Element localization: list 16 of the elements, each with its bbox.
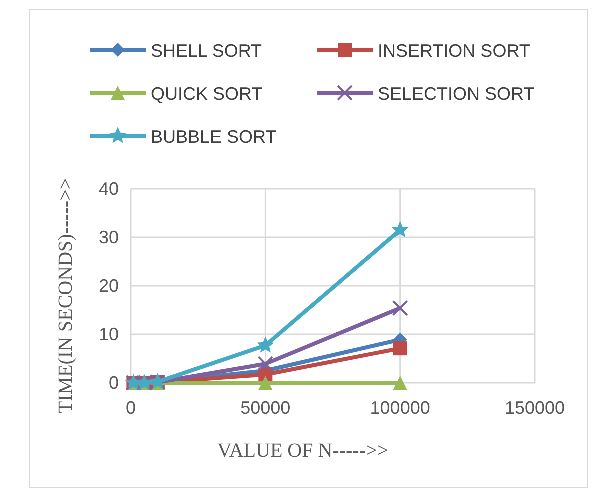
x-axis-title: VALUE OF N----->> [217,440,389,462]
x-tick-label: 0 [126,398,136,418]
legend-label: INSERTION SORT [378,41,530,61]
legend-label: SELECTION SORT [378,84,535,104]
legend-label: SHELL SORT [151,41,262,61]
y-tick-label: 0 [108,373,119,393]
y-tick-label: 40 [98,179,119,199]
x-tick-label: 150000 [504,398,566,418]
x-tick-label: 50000 [240,398,291,418]
legend-label: QUICK SORT [151,84,263,104]
y-tick-label: 20 [98,276,119,296]
x-tick-label: 100000 [370,398,430,418]
legend-label: BUBBLE SORT [151,127,277,147]
y-tick-label: 30 [98,228,119,248]
y-axis-title: TIME(IN SECONDS)----->> [55,178,77,414]
y-tick-label: 10 [98,324,119,344]
